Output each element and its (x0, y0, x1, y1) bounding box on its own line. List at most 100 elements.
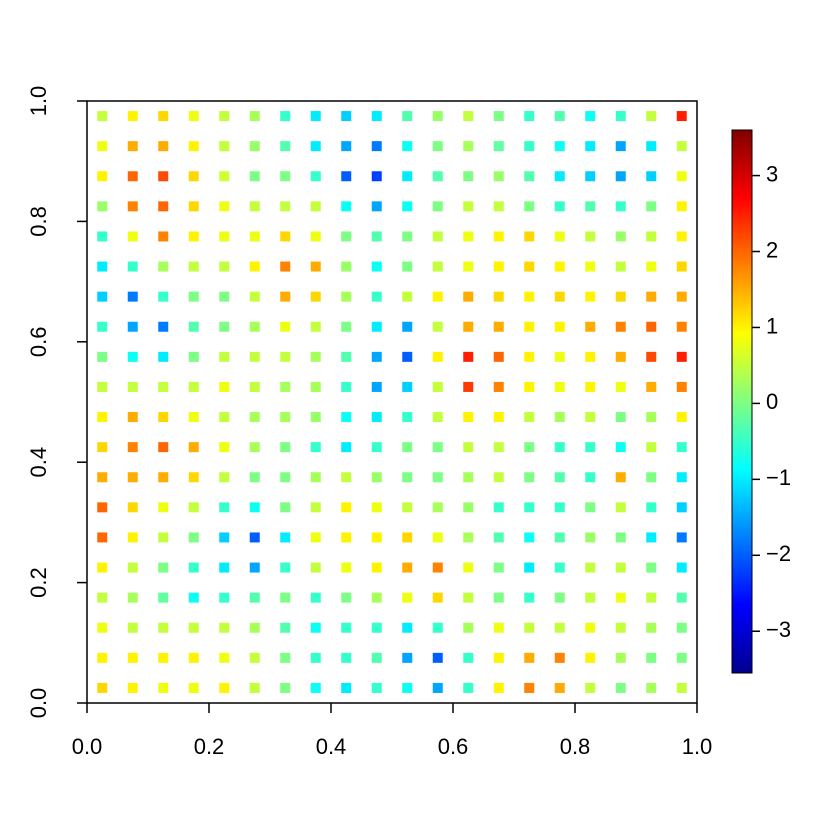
cell (158, 141, 169, 152)
cell (463, 141, 474, 152)
cell (219, 351, 230, 362)
cell (676, 652, 687, 663)
cell (188, 532, 199, 543)
y-tick-label: 0.8 (26, 206, 51, 237)
cell (432, 141, 443, 152)
cell (554, 321, 565, 332)
cell (524, 472, 535, 483)
cell (676, 562, 687, 573)
cell (280, 502, 291, 513)
cell (97, 502, 108, 513)
cell (402, 472, 413, 483)
cell (188, 652, 199, 663)
cell (158, 321, 169, 332)
cell (280, 472, 291, 483)
cell (158, 381, 169, 392)
cell (280, 351, 291, 362)
cell (615, 502, 626, 513)
cell (280, 111, 291, 122)
cell (341, 622, 352, 633)
cell (554, 351, 565, 362)
cell (280, 622, 291, 633)
cell (127, 201, 138, 212)
cell (371, 442, 382, 453)
cell (432, 111, 443, 122)
cell (97, 321, 108, 332)
cell (97, 201, 108, 212)
cell (280, 682, 291, 693)
cell (158, 201, 169, 212)
cell (554, 472, 565, 483)
cell (676, 201, 687, 212)
cell (585, 652, 596, 663)
cell (402, 321, 413, 332)
cell (371, 592, 382, 603)
x-tick-label: 1.0 (682, 734, 713, 759)
cell (280, 412, 291, 423)
cell (402, 351, 413, 362)
cell (402, 622, 413, 633)
cell (646, 321, 657, 332)
cell (280, 201, 291, 212)
cell (463, 562, 474, 573)
cell (615, 381, 626, 392)
y-tick-label: 1.0 (26, 86, 51, 117)
cell (97, 622, 108, 633)
x-tick-label: 0.2 (194, 734, 225, 759)
cell (585, 412, 596, 423)
cell (97, 652, 108, 663)
cell (554, 412, 565, 423)
x-tick-label: 0.4 (316, 734, 347, 759)
cell (676, 261, 687, 272)
cell (219, 171, 230, 182)
cell (219, 261, 230, 272)
cell (341, 592, 352, 603)
cell (493, 321, 504, 332)
cell (402, 231, 413, 242)
cell (249, 291, 260, 302)
cell (341, 321, 352, 332)
cell (310, 291, 321, 302)
cell (158, 682, 169, 693)
cell (127, 141, 138, 152)
cell (676, 111, 687, 122)
cell (493, 231, 504, 242)
cell (219, 502, 230, 513)
cell (188, 141, 199, 152)
cell (341, 351, 352, 362)
cell (676, 351, 687, 362)
cell (585, 592, 596, 603)
cell (554, 502, 565, 513)
cell (463, 171, 474, 182)
cell (615, 111, 626, 122)
cell (402, 652, 413, 663)
cell (554, 652, 565, 663)
cell (310, 381, 321, 392)
cell (341, 472, 352, 483)
cell (463, 622, 474, 633)
cell (188, 502, 199, 513)
cell (341, 442, 352, 453)
cell (249, 472, 260, 483)
cell (493, 412, 504, 423)
cell (371, 321, 382, 332)
cell (219, 201, 230, 212)
cell (615, 231, 626, 242)
y-tick-label: 0.4 (26, 447, 51, 478)
cell (219, 442, 230, 453)
cell (158, 532, 169, 543)
cell (371, 502, 382, 513)
cell (402, 502, 413, 513)
cell (280, 261, 291, 272)
cell (158, 472, 169, 483)
cell (310, 502, 321, 513)
cell (188, 472, 199, 483)
cell (493, 351, 504, 362)
cell (188, 351, 199, 362)
colorbar (731, 129, 753, 674)
cell (524, 201, 535, 212)
cell (676, 622, 687, 633)
cell (188, 592, 199, 603)
cell (341, 532, 352, 543)
